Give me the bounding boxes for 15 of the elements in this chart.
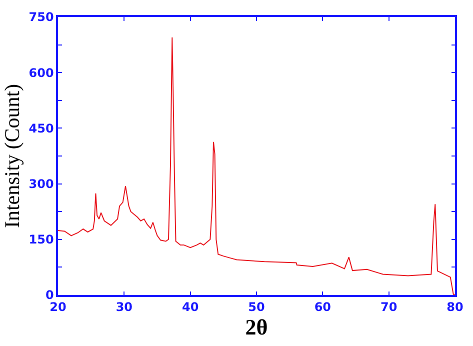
- x-tick-label: 70: [380, 300, 398, 314]
- y-axis-title: Intensity (Count): [0, 84, 24, 228]
- x-tick-label: 40: [182, 300, 199, 314]
- y-tick-label: 750: [28, 10, 54, 24]
- x-tick-label: 50: [248, 300, 265, 314]
- y-tick-label: 300: [28, 177, 54, 191]
- x-tick-label: 80: [446, 300, 464, 314]
- x-tick-label: 20: [50, 300, 66, 314]
- y-tick-label: 600: [28, 66, 54, 80]
- y-tick-label: 150: [28, 232, 54, 247]
- x-tick-label: 60: [314, 300, 332, 314]
- x-axis-title: 2θ: [245, 314, 268, 340]
- y-tick-label: 0: [45, 288, 54, 302]
- y-tick-label: 450: [28, 121, 54, 136]
- x-tick-label: 30: [116, 300, 133, 314]
